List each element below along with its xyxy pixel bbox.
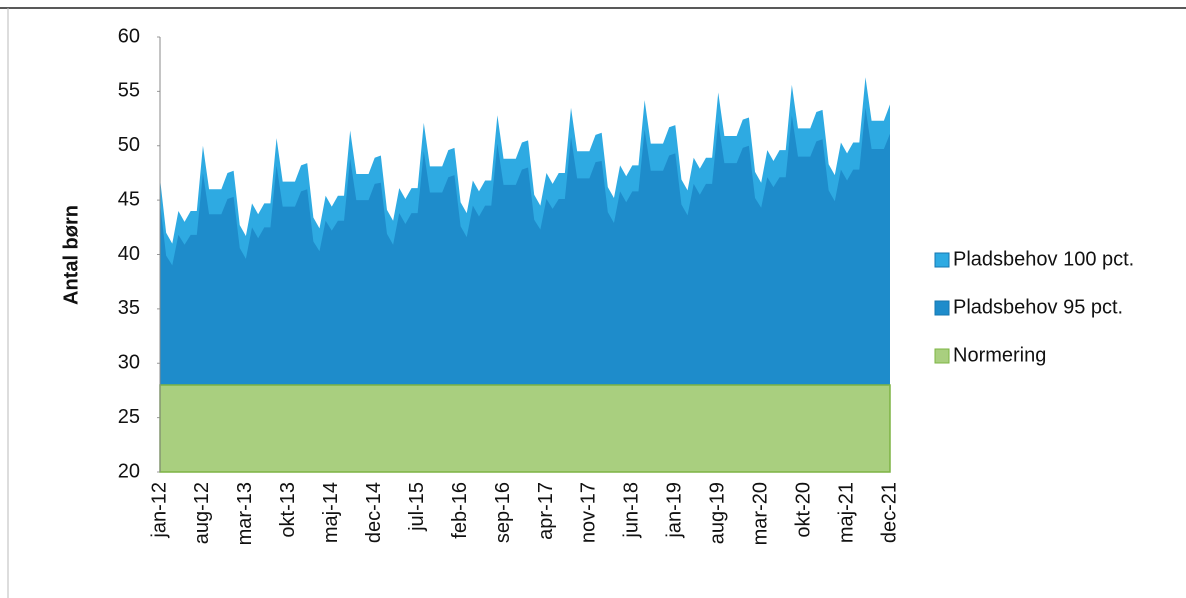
y-tick-label: 45 <box>118 188 140 210</box>
x-tick-label: mar-20 <box>749 482 771 545</box>
x-tick-label: jan-12 <box>148 482 170 539</box>
legend-label: Pladsbehov 95 pct. <box>953 296 1123 318</box>
y-tick-label: 35 <box>118 297 140 319</box>
x-tick-label: aug-19 <box>707 482 729 544</box>
y-tick-label: 55 <box>118 80 140 102</box>
x-tick-label: okt-20 <box>792 482 814 538</box>
x-tick-label: feb-16 <box>449 482 471 539</box>
x-tick-label: jun-18 <box>621 482 643 539</box>
x-tick-label: apr-17 <box>535 482 557 540</box>
y-tick-label: 60 <box>118 25 140 47</box>
legend-label: Normering <box>953 344 1046 366</box>
x-tick-label: dec-21 <box>878 482 900 543</box>
x-tick-label: maj-21 <box>835 482 857 543</box>
legend-swatch <box>934 252 950 268</box>
y-axis-label: Antal børn <box>60 205 82 305</box>
y-tick-label: 30 <box>118 352 140 374</box>
legend-swatch <box>934 300 950 316</box>
legend-swatch <box>934 348 950 364</box>
legend-label: Pladsbehov 100 pct. <box>953 248 1134 270</box>
x-tick-label: jan-19 <box>664 482 686 539</box>
x-tick-label: aug-12 <box>191 482 213 544</box>
area <box>160 107 890 472</box>
x-tick-label: maj-14 <box>320 482 342 543</box>
x-tick-label: nov-17 <box>578 482 600 543</box>
x-tick-label: jul-15 <box>406 482 428 532</box>
y-tick-label: 40 <box>118 243 140 265</box>
area <box>159 384 891 473</box>
y-tick-label: 50 <box>118 134 140 156</box>
x-tick-label: sep-16 <box>492 482 514 543</box>
x-tick-label: okt-13 <box>277 482 299 538</box>
y-tick-label: 20 <box>118 460 140 482</box>
x-tick-label: mar-13 <box>234 482 256 545</box>
y-tick-label: 25 <box>118 406 140 428</box>
x-tick-label: dec-14 <box>363 482 385 543</box>
